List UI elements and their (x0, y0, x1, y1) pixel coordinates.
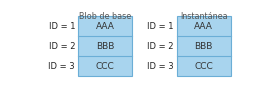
Bar (78, 16, 132, 76)
Text: ID = 2: ID = 2 (147, 42, 173, 51)
Bar (177, 16, 231, 76)
Text: AAA: AAA (96, 22, 115, 31)
Text: BBB: BBB (194, 42, 213, 51)
Text: ID = 3: ID = 3 (48, 62, 75, 71)
Text: CCC: CCC (96, 62, 115, 71)
Text: AAA: AAA (194, 22, 213, 31)
Text: CCC: CCC (194, 62, 213, 71)
Text: BBB: BBB (96, 42, 114, 51)
Text: ID = 1: ID = 1 (49, 22, 75, 31)
Text: ID = 1: ID = 1 (147, 22, 173, 31)
Text: ID = 3: ID = 3 (147, 62, 173, 71)
Text: Instantánea: Instantánea (180, 12, 227, 21)
Text: ID = 2: ID = 2 (49, 42, 75, 51)
Text: Blob de base: Blob de base (79, 12, 131, 21)
